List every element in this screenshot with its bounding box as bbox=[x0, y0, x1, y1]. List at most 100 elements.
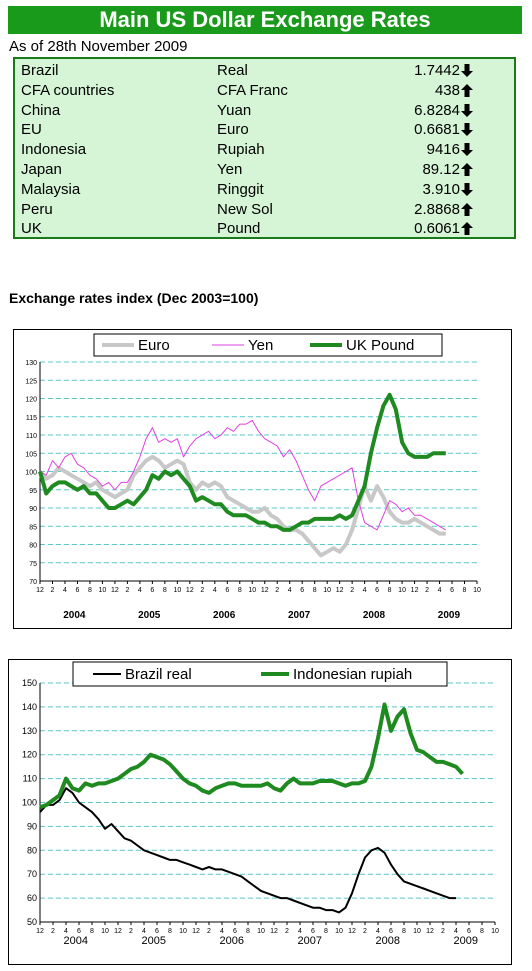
y-tick-label: 90 bbox=[27, 821, 37, 831]
rate-row: Japan Yen 89.12 bbox=[15, 160, 514, 179]
x-tick-label: 10 bbox=[248, 587, 256, 594]
x-tick-label: 10 bbox=[257, 928, 265, 935]
rate-currency: Euro bbox=[217, 121, 249, 139]
x-tick-label: 6 bbox=[233, 928, 237, 935]
series-line-brazil-real bbox=[39, 787, 456, 914]
x-tick-label: 2 bbox=[125, 587, 129, 594]
x-tick-label: 10 bbox=[398, 587, 406, 594]
rate-row: UK Pound 0.6061 bbox=[15, 219, 514, 238]
rate-currency: New Sol bbox=[217, 200, 273, 218]
x-tick-label: 8 bbox=[388, 587, 392, 594]
y-tick-label: 60 bbox=[27, 893, 37, 903]
x-tick-label: 12 bbox=[111, 587, 119, 594]
x-tick-label: 12 bbox=[348, 928, 356, 935]
x-tick-label: 2 bbox=[200, 587, 204, 594]
rate-currency: CFA Franc bbox=[217, 81, 288, 99]
legend-box bbox=[93, 333, 443, 357]
series-line-indonesian-rupiah bbox=[39, 702, 464, 810]
x-tick-label: 12 bbox=[36, 928, 44, 935]
x-tick-label: 12 bbox=[261, 587, 269, 594]
rate-currency: Ringgit bbox=[217, 180, 264, 198]
y-tick-label: 90 bbox=[29, 506, 37, 513]
y-tick-label: 130 bbox=[25, 360, 37, 367]
rate-value: 3.910 bbox=[422, 180, 460, 198]
x-tick-label: 4 bbox=[138, 587, 142, 594]
rate-value: 89.12 bbox=[422, 161, 460, 178]
year-label: 2008 bbox=[363, 610, 386, 621]
x-tick-label: 6 bbox=[76, 587, 80, 594]
x-tick-label: 8 bbox=[168, 928, 172, 935]
chart-euro-yen-pound: 70 75 80 85 90 95 100 105 110 115 120 125 130 12 2 4 6 8 1… bbox=[13, 329, 512, 629]
x-tick-label: 4 bbox=[298, 928, 302, 935]
x-tick-label: 6 bbox=[467, 928, 471, 935]
y-tick-label: 115 bbox=[26, 415, 37, 422]
rate-value: 0.6061 bbox=[414, 220, 460, 238]
as-of-date: As of 28th November 2009 bbox=[9, 38, 188, 55]
x-tick-label: 12 bbox=[36, 587, 44, 594]
x-tick-label: 4 bbox=[438, 587, 442, 594]
arrow-up-icon bbox=[461, 163, 473, 176]
x-tick-label: 8 bbox=[402, 928, 406, 935]
y-tick-label: 70 bbox=[27, 869, 37, 879]
x-tick-label: 12 bbox=[426, 928, 434, 935]
legend-label: Brazil real bbox=[125, 666, 192, 683]
year-label: 2004 bbox=[64, 935, 88, 947]
rate-row: EU Euro 0.6681 bbox=[15, 120, 514, 139]
y-tick-label: 130 bbox=[22, 726, 37, 736]
rate-country: Malaysia bbox=[21, 180, 81, 198]
rate-country: UK bbox=[21, 220, 42, 238]
series-line-yen bbox=[39, 419, 447, 531]
x-tick-label: 2 bbox=[285, 928, 289, 935]
rate-currency: Yuan bbox=[217, 101, 252, 119]
x-tick-label: 4 bbox=[213, 587, 217, 594]
rate-row: China Yuan 6.8284 bbox=[15, 101, 514, 120]
x-tick-label: 6 bbox=[450, 587, 454, 594]
year-label: 2009 bbox=[438, 610, 461, 621]
rate-row: Peru New Sol 2.8868 bbox=[15, 200, 514, 219]
rate-row: CFA countries CFA Franc 438 bbox=[15, 81, 514, 100]
series-line-uk-pound bbox=[38, 392, 446, 532]
x-tick-label: 8 bbox=[463, 587, 467, 594]
x-tick-label: 4 bbox=[376, 928, 380, 935]
y-tick-label: 75 bbox=[29, 561, 37, 568]
x-tick-label: 10 bbox=[101, 928, 109, 935]
year-label: 2006 bbox=[220, 935, 244, 947]
x-tick-label: 10 bbox=[473, 587, 481, 594]
y-tick-label: 50 bbox=[27, 917, 37, 927]
x-tick-label: 2 bbox=[441, 928, 445, 935]
x-tick-label: 6 bbox=[300, 587, 304, 594]
rate-value: 438 bbox=[434, 81, 460, 99]
rate-row: Brazil Real 1.7442 bbox=[15, 61, 514, 80]
y-tick-label: 85 bbox=[29, 524, 37, 531]
x-tick-label: 12 bbox=[186, 587, 194, 594]
x-tick-label: 8 bbox=[480, 928, 484, 935]
x-tick-label: 4 bbox=[288, 587, 292, 594]
x-tick-label: 2 bbox=[51, 928, 55, 935]
y-tick-label: 95 bbox=[29, 488, 37, 495]
legend-label: Euro bbox=[138, 337, 170, 354]
year-label: 2006 bbox=[213, 610, 236, 621]
arrow-up-icon bbox=[461, 83, 473, 97]
x-tick-label: 12 bbox=[192, 928, 200, 935]
rate-country: Indonesia bbox=[21, 141, 87, 159]
x-tick-label: 10 bbox=[99, 587, 107, 594]
x-tick-label: 6 bbox=[311, 928, 315, 935]
rate-country: Peru bbox=[21, 200, 53, 218]
legend-label: Indonesian rupiah bbox=[293, 666, 412, 683]
x-tick-label: 8 bbox=[246, 928, 250, 935]
x-tick-label: 4 bbox=[454, 928, 458, 935]
legend-label: Yen bbox=[248, 337, 273, 354]
x-tick-label: 10 bbox=[491, 928, 499, 935]
x-tick-label: 2 bbox=[350, 587, 354, 594]
arrow-down-icon bbox=[461, 123, 473, 137]
legend-box bbox=[72, 661, 448, 687]
x-tick-label: 8 bbox=[313, 587, 317, 594]
rate-row: Indonesia Rupiah 9416 bbox=[15, 140, 514, 159]
x-tick-label: 8 bbox=[90, 928, 94, 935]
rate-country: CFA countries bbox=[21, 81, 115, 99]
year-label: 2005 bbox=[142, 935, 166, 947]
arrow-down-icon bbox=[461, 182, 473, 196]
rate-value: 6.8284 bbox=[414, 101, 460, 119]
section-title: Exchange rates index (Dec 2003=100) bbox=[9, 290, 259, 306]
x-tick-label: 12 bbox=[411, 587, 419, 594]
